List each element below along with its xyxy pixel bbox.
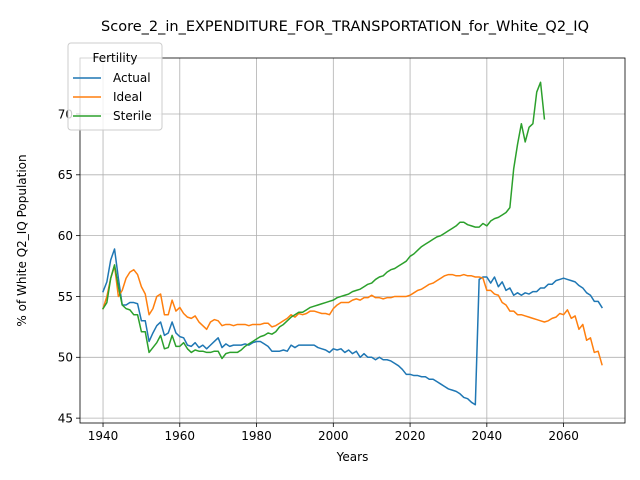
x-tick-label: 2040 (472, 429, 503, 443)
series-lines (101, 81, 604, 406)
legend: Fertility Actual Ideal Sterile (67, 42, 163, 131)
y-tick-label: 50 (58, 351, 73, 365)
y-axis-title: % of White Q2_IQ Population (15, 154, 29, 326)
legend-label-ideal: Ideal (113, 90, 142, 104)
series-line-ideal (102, 265, 603, 366)
x-axis-title: Years (336, 450, 369, 464)
series-line-actual (102, 248, 604, 406)
x-tick-label: 2000 (318, 429, 349, 443)
x-tick-label: 1940 (88, 429, 119, 443)
legend-title: Fertility (92, 51, 137, 65)
legend-label-actual: Actual (113, 71, 151, 85)
chart-title: Score_2_in_EXPENDITURE_FOR_TRANSPORTATIO… (101, 19, 589, 35)
x-tick-label: 2060 (548, 429, 579, 443)
x-tick-label: 1980 (241, 429, 272, 443)
plot-frame (79, 57, 626, 424)
x-axis-ticks: 1940 1960 1980 2000 2020 2040 2060 (88, 423, 579, 443)
grid-lines (80, 58, 625, 423)
legend-label-sterile: Sterile (113, 109, 152, 123)
legend-box (67, 42, 163, 131)
y-tick-label: 45 (58, 411, 73, 425)
y-tick-label: 65 (58, 168, 73, 182)
y-tick-label: 55 (58, 290, 73, 304)
x-tick-label: 1960 (165, 429, 196, 443)
y-tick-label: 60 (58, 229, 73, 243)
x-tick-label: 2020 (395, 429, 426, 443)
series-line-sterile (101, 81, 546, 360)
